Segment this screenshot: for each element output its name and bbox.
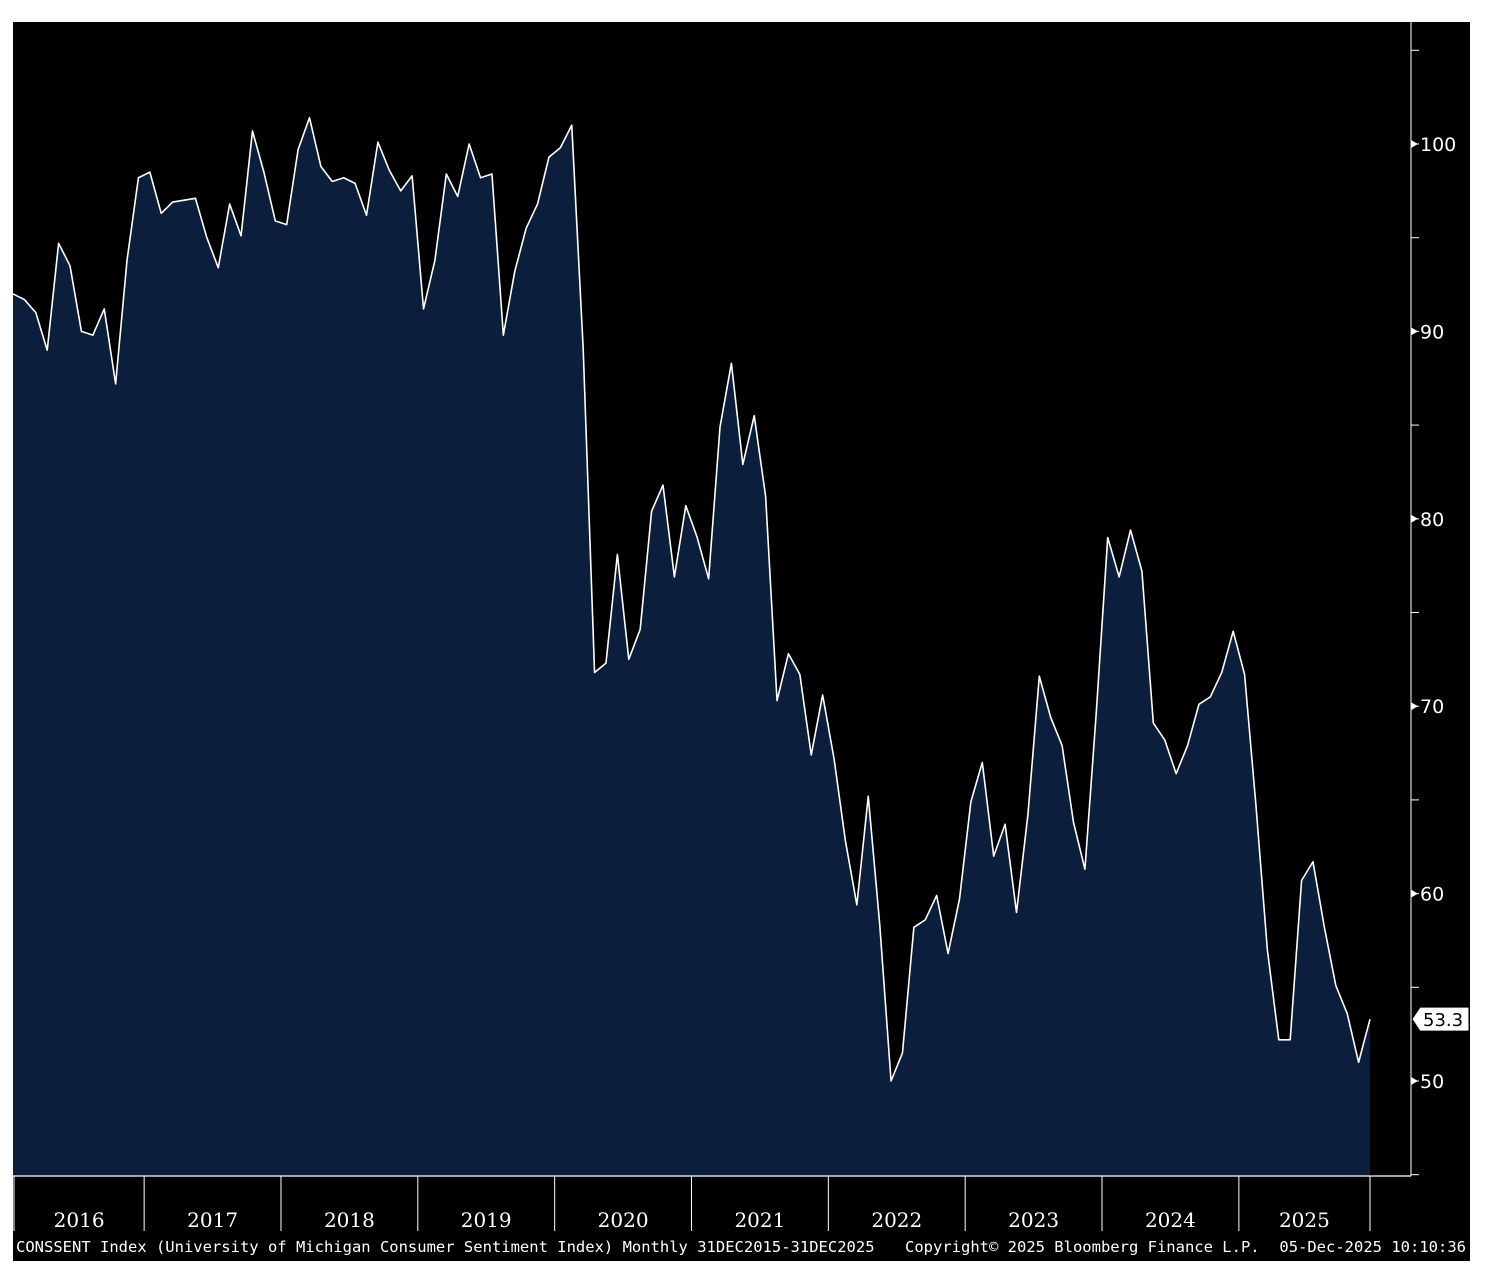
y-tick-label: 50 [1420,1071,1444,1093]
x-year-label: 2019 [461,1208,512,1232]
y-tick-label: 90 [1420,321,1444,343]
x-axis: 2016 2017 2018 2019 2020 2021 2022 2023 2024 2025 [13,1175,1411,1232]
series-line [13,116,1371,1082]
y-tick-label: 100 [1420,134,1456,156]
x-year-label: 2020 [598,1208,649,1232]
x-year-label: 2023 [1008,1208,1059,1232]
plot-layer [13,116,1371,1176]
y-tick-label: 60 [1420,884,1444,906]
y-tick-marker [1411,889,1418,898]
y-tick-marker [1411,327,1418,336]
chart-panel: 50 60 70 80 90 100 53.3 2016 2017 2018 2019 2020 20… [13,22,1470,1261]
y-tick-marker [1411,702,1418,711]
x-year-label: 2017 [187,1208,238,1232]
y-tick-marker [1411,514,1418,523]
x-year-label: 2025 [1279,1208,1330,1232]
footer: CONSSENT Index (University of Michigan C… [16,1238,1466,1256]
y-axis: 50 60 70 80 90 100 53.3 [1410,22,1470,1176]
last-value-label: 53.3 [1423,1010,1463,1031]
y-tick-marker [1411,140,1418,148]
x-year-label: 2022 [871,1208,922,1232]
footer-copyright: Copyright© 2025 Bloomberg Finance L.P. [905,1238,1260,1256]
y-tick-label: 70 [1420,696,1444,718]
x-year-label: 2021 [734,1208,785,1232]
x-year-label: 2018 [324,1208,375,1232]
last-value-marker [1411,1006,1470,1032]
x-year-label: 2024 [1145,1208,1196,1232]
y-tick-label: 80 [1420,509,1444,531]
footer-description: CONSSENT Index (University of Michigan C… [16,1238,875,1256]
x-year-label: 2016 [54,1208,105,1232]
series-area [13,117,1370,1176]
footer-timestamp: 05-Dec-2025 10:10:36 [1279,1238,1466,1256]
y-tick-marker [1411,1077,1418,1085]
